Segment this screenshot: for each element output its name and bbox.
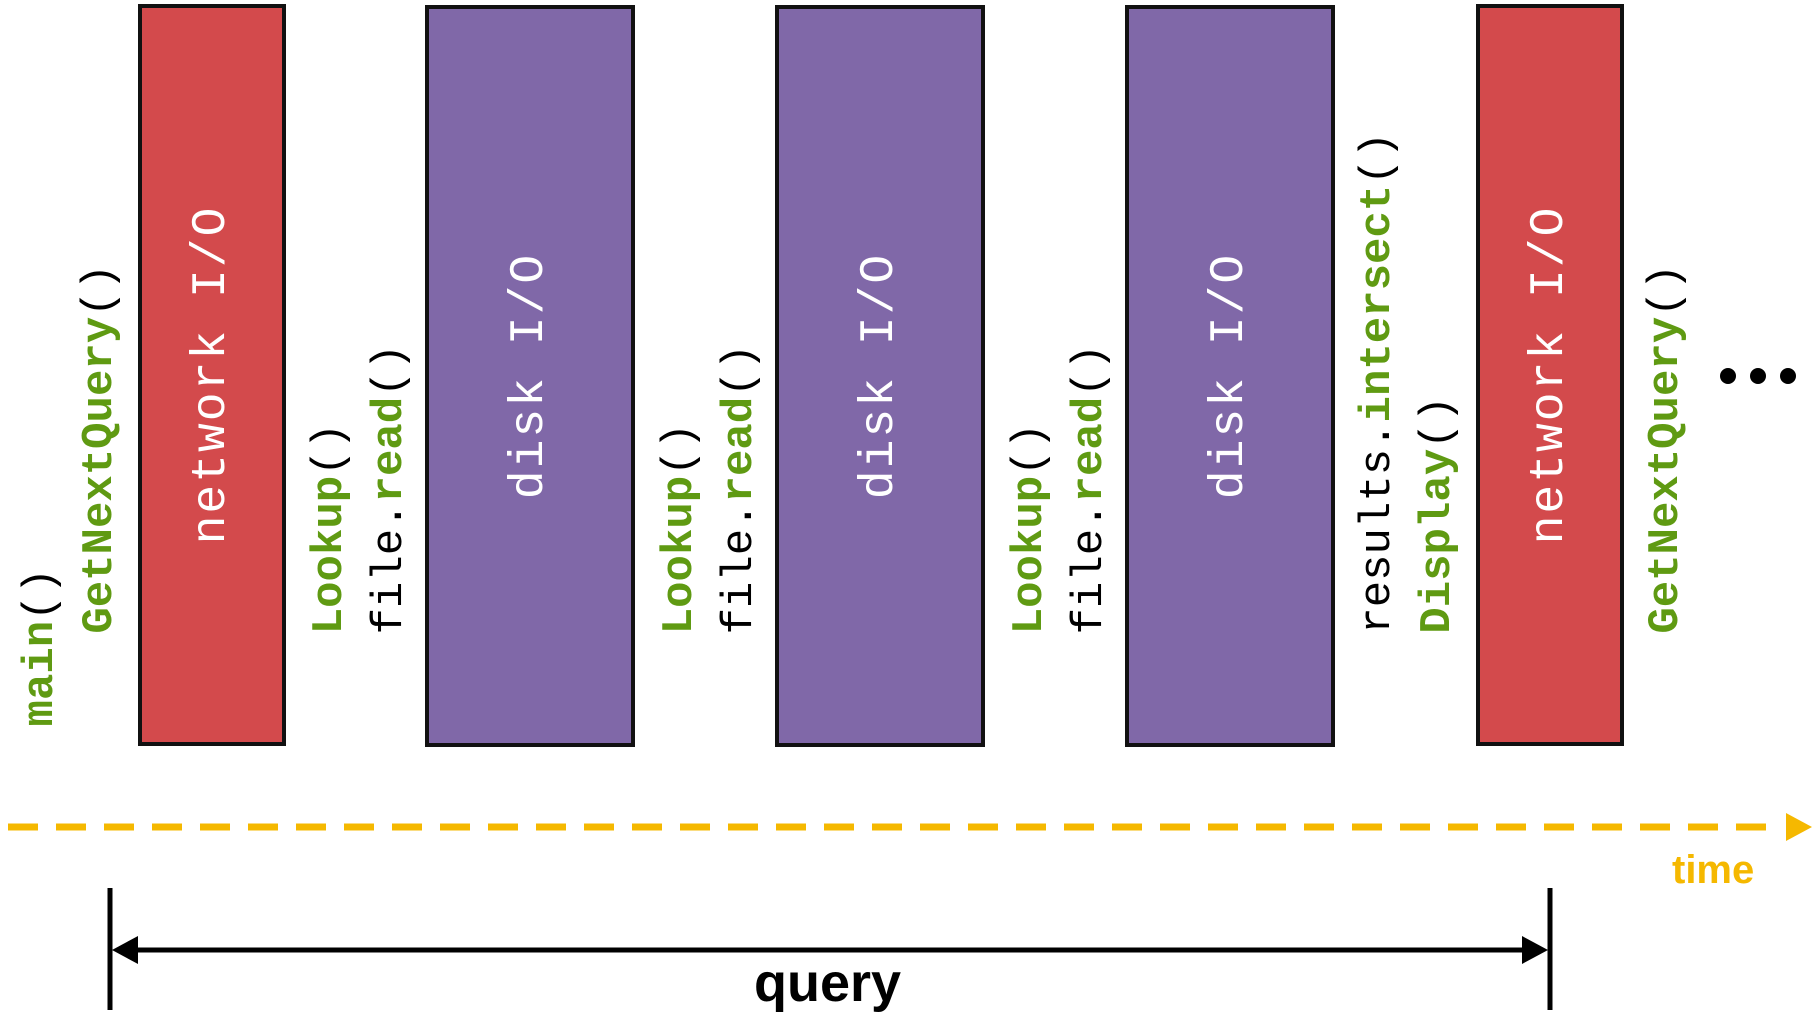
network-io-block: network I/O xyxy=(1476,4,1624,746)
ellipsis-icon xyxy=(1720,368,1796,384)
time-axis-label: time xyxy=(1672,848,1755,892)
disk-io-block: disk I/O xyxy=(425,5,635,747)
network-io-block: network I/O xyxy=(138,4,286,746)
time-axis-arrowhead xyxy=(1786,813,1812,841)
query-span-right-arrowhead xyxy=(1522,936,1548,964)
query-span-left-arrowhead xyxy=(112,936,138,964)
disk-io-block: disk I/O xyxy=(1125,5,1335,747)
disk-io-block: disk I/O xyxy=(775,5,985,747)
query-span-label: query xyxy=(754,953,902,1013)
